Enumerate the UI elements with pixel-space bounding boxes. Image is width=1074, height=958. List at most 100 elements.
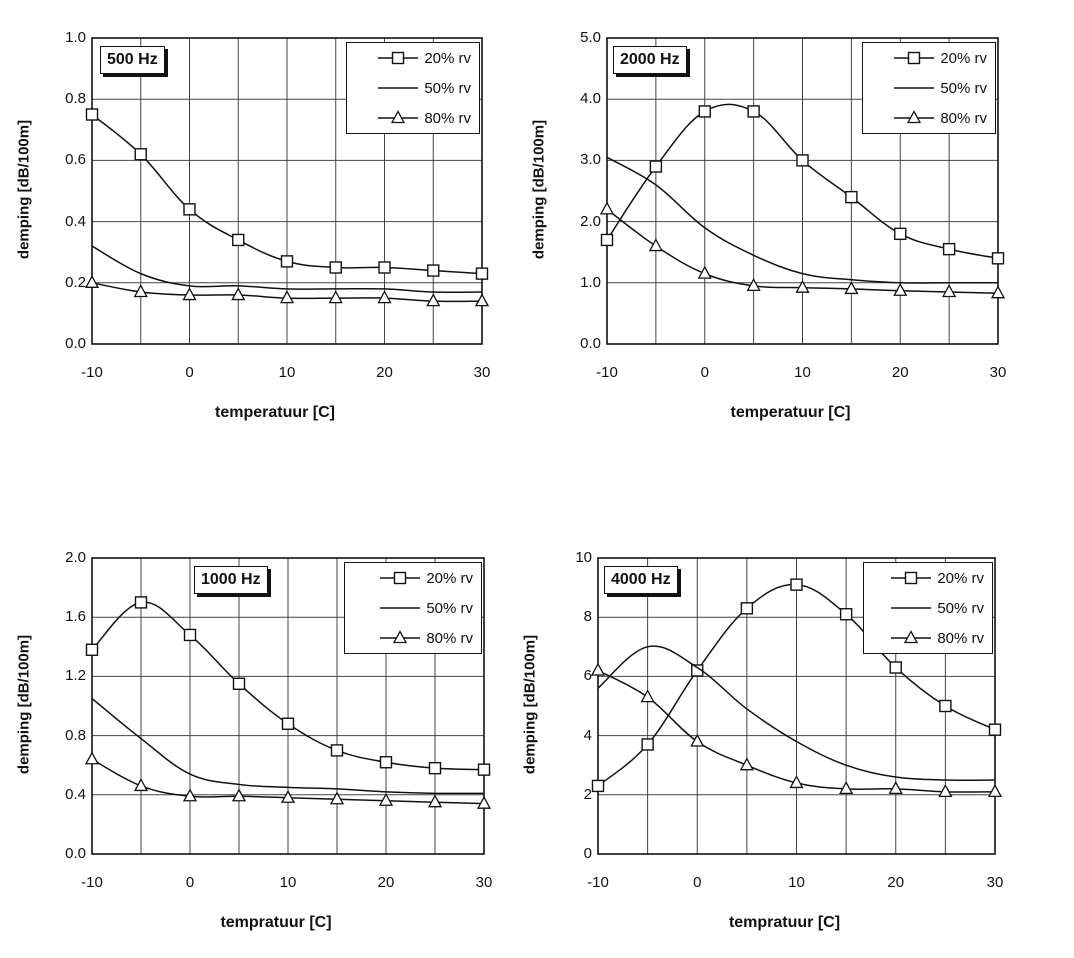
series-line-50-rv xyxy=(597,645,996,781)
data-point xyxy=(85,643,99,656)
data-point xyxy=(942,242,956,256)
series-line-50-rv xyxy=(91,245,483,293)
legend-swatch xyxy=(378,110,419,124)
y-tick-label: 2.0 xyxy=(580,212,601,230)
x-tick-label: 10 xyxy=(794,364,811,381)
data-point xyxy=(599,201,615,215)
data-point xyxy=(427,794,443,808)
x-tick-label: 10 xyxy=(278,364,296,381)
legend-swatch xyxy=(378,87,419,89)
y-tick-label: 5.0 xyxy=(580,29,601,46)
x-tick-label: -10 xyxy=(596,364,618,381)
data-point xyxy=(476,795,492,809)
data-point xyxy=(84,751,100,765)
y-tick-label: 0.0 xyxy=(580,335,601,352)
x-tick-label: 30 xyxy=(986,874,1004,891)
x-tick-label: 0 xyxy=(185,364,194,381)
legend-entry: 50% rv xyxy=(864,593,992,623)
legend-swatch xyxy=(891,630,932,644)
data-point xyxy=(474,293,490,307)
y-tick-label: 4.0 xyxy=(580,90,601,108)
legend-entry: 80% rv xyxy=(863,103,995,133)
data-point xyxy=(990,285,1006,299)
plot-frame xyxy=(597,557,996,855)
data-point xyxy=(789,775,804,789)
data-point xyxy=(747,105,760,118)
x-tick-label: 10 xyxy=(788,874,805,891)
frequency-label: 1000 Hz xyxy=(194,566,268,594)
legend-label: 20% rv xyxy=(937,569,984,587)
data-point xyxy=(428,761,442,775)
legend-label: 20% rv xyxy=(426,569,473,587)
legend-entry: 50% rv xyxy=(863,73,995,103)
legend-entry: 50% rv xyxy=(347,73,479,103)
legend-label: 50% rv xyxy=(937,599,984,617)
legend: 20% rv 50% rv 80% rv xyxy=(344,562,482,654)
data-point xyxy=(281,717,295,730)
y-tick-label: 6 xyxy=(583,667,592,685)
x-tick-label: 30 xyxy=(473,364,491,381)
y-tick-label: 0.8 xyxy=(65,726,86,744)
legend-label: 50% rv xyxy=(940,79,987,97)
frequency-label: 500 Hz xyxy=(100,46,165,74)
legend-swatch xyxy=(894,110,935,124)
x-axis-label: temperatuur [C] xyxy=(730,404,851,421)
data-point xyxy=(739,757,754,771)
x-tick-label: -10 xyxy=(81,874,103,891)
data-point xyxy=(590,662,606,676)
legend-label: 80% rv xyxy=(424,109,471,127)
x-tick-label: 30 xyxy=(989,364,1007,381)
data-point xyxy=(648,238,663,252)
legend-entry: 80% rv xyxy=(864,623,992,653)
data-point xyxy=(795,279,810,293)
data-point xyxy=(641,738,654,751)
series-line-50-rv xyxy=(91,698,485,795)
data-point xyxy=(690,733,705,747)
data-point xyxy=(844,281,859,295)
legend-swatch xyxy=(380,607,421,609)
data-point xyxy=(134,148,147,161)
y-tick-label: 8 xyxy=(583,608,592,626)
x-tick-label: 30 xyxy=(475,874,493,891)
data-point xyxy=(845,190,858,204)
data-point xyxy=(796,154,809,167)
data-point xyxy=(839,608,853,621)
legend-label: 20% rv xyxy=(424,49,471,67)
data-point xyxy=(427,264,440,277)
x-tick-label: -10 xyxy=(81,364,103,381)
data-point xyxy=(84,274,100,288)
y-tick-label: 0.4 xyxy=(65,785,86,803)
data-point xyxy=(987,783,1003,797)
data-point xyxy=(182,287,197,301)
frequency-label: 4000 Hz xyxy=(604,566,678,594)
legend-entry: 20% rv xyxy=(345,563,481,593)
legend-entry: 80% rv xyxy=(347,103,479,133)
x-tick-label: 0 xyxy=(185,874,195,891)
y-tick-label: 1.0 xyxy=(65,29,86,46)
legend-label: 80% rv xyxy=(940,109,987,127)
data-point xyxy=(942,284,957,298)
y-tick-label: 2 xyxy=(583,785,592,803)
data-point xyxy=(280,255,294,268)
legend-label: 80% rv xyxy=(937,629,984,647)
y-tick-label: 4 xyxy=(583,726,592,744)
data-point xyxy=(183,203,196,216)
data-point xyxy=(378,261,391,274)
y-tick-label: 0 xyxy=(583,845,592,862)
data-point xyxy=(134,596,148,609)
x-axis-label: tempratuur [C] xyxy=(220,914,332,931)
y-tick-label: 0.4 xyxy=(65,212,86,230)
legend-entry: 20% rv xyxy=(347,43,479,73)
legend-label: 80% rv xyxy=(426,629,473,647)
legend-swatch xyxy=(891,571,932,585)
data-point xyxy=(988,723,1002,736)
y-tick-label: 0.2 xyxy=(65,273,86,291)
y-axis-label: demping [dB/100m] xyxy=(521,634,539,775)
y-tick-label: 0.0 xyxy=(65,845,86,862)
plot-frame xyxy=(606,37,999,345)
data-point xyxy=(279,290,295,304)
y-tick-label: 0.0 xyxy=(65,335,86,352)
plot-frame xyxy=(91,557,485,855)
